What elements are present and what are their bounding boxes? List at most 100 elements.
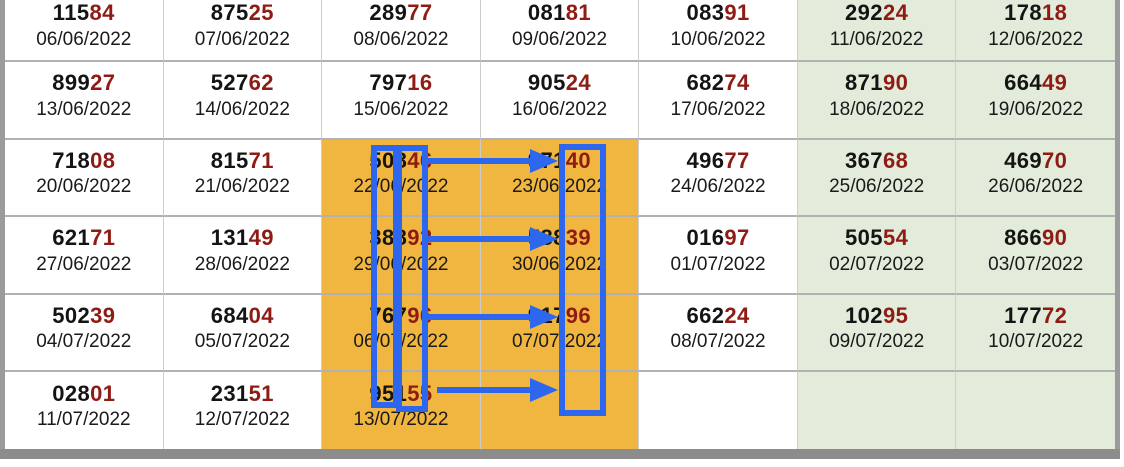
draw-date: 30/06/2022 bbox=[511, 253, 608, 275]
number-black-part: 505 bbox=[845, 225, 883, 251]
number-red-part: 70 bbox=[1042, 147, 1068, 173]
result-cell: 08181 09/06/2022 bbox=[480, 0, 640, 62]
number-black-part: 588 bbox=[527, 225, 566, 251]
result-cell: 50846 22/06/2022 bbox=[322, 140, 481, 217]
draw-date: 08/06/2022 bbox=[353, 28, 449, 50]
draw-number: 13149 bbox=[211, 226, 274, 250]
draw-date: 24/06/2022 bbox=[670, 176, 766, 198]
result-cell: 50554 02/07/2022 bbox=[797, 217, 957, 295]
result-cell: 46970 26/06/2022 bbox=[956, 140, 1115, 217]
result-cell: 36768 25/06/2022 bbox=[797, 140, 957, 217]
number-red-part: 49 bbox=[1042, 70, 1068, 96]
draw-date: 26/06/2022 bbox=[988, 176, 1084, 198]
draw-number: 89927 bbox=[52, 71, 115, 95]
number-red-part: 71 bbox=[90, 225, 116, 251]
draw-number: 87525 bbox=[211, 1, 274, 25]
draw-date: 10/07/2022 bbox=[988, 331, 1084, 353]
number-red-part: 71 bbox=[248, 147, 274, 173]
number-black-part: 177 bbox=[1004, 302, 1043, 328]
number-red-part: 90 bbox=[882, 70, 909, 96]
draw-number: 71808 bbox=[52, 147, 116, 173]
result-cell: 66224 08/07/2022 bbox=[639, 295, 798, 372]
draw-number: 29224 bbox=[845, 1, 908, 25]
number-black-part: 102 bbox=[845, 302, 883, 328]
result-cell: 79716 15/06/2022 bbox=[322, 62, 481, 140]
result-cell: 95155 13/07/2022 bbox=[322, 372, 481, 449]
draw-number: 91796 bbox=[527, 302, 591, 328]
draw-date: 04/07/2022 bbox=[36, 331, 132, 353]
result-cell: 87190 18/06/2022 bbox=[797, 62, 957, 140]
number-black-part: 718 bbox=[52, 147, 91, 173]
draw-number: 49677 bbox=[686, 147, 750, 173]
draw-date: 23/06/2022 bbox=[511, 176, 608, 198]
number-black-part: 684 bbox=[210, 302, 249, 328]
result-cell: 38892 29/06/2022 bbox=[322, 217, 481, 295]
draw-number: 87190 bbox=[845, 71, 908, 95]
number-red-part: 54 bbox=[882, 225, 909, 251]
result-cell: 28977 08/06/2022 bbox=[322, 0, 481, 62]
result-cell: 81571 21/06/2022 bbox=[163, 140, 323, 217]
draw-date: 13/07/2022 bbox=[353, 409, 449, 431]
number-red-part: 51 bbox=[248, 380, 274, 406]
number-black-part: 388 bbox=[369, 225, 408, 251]
number-red-part: 24 bbox=[724, 302, 750, 328]
number-black-part: 469 bbox=[1004, 147, 1043, 173]
number-black-part: 767 bbox=[369, 302, 408, 328]
number-red-part: 39 bbox=[90, 302, 116, 328]
number-red-part: 77 bbox=[724, 147, 750, 173]
number-red-part: 84 bbox=[89, 0, 115, 26]
number-red-part: 18 bbox=[1042, 0, 1068, 26]
number-red-part: 81 bbox=[565, 0, 592, 26]
draw-date: 01/07/2022 bbox=[670, 253, 766, 275]
number-red-part: 08 bbox=[90, 147, 116, 173]
draw-number: 66224 bbox=[686, 302, 750, 328]
draw-number: 08181 bbox=[528, 1, 591, 25]
number-black-part: 682 bbox=[686, 70, 725, 96]
draw-number: 97140 bbox=[528, 148, 591, 173]
number-red-part: 62 bbox=[248, 70, 274, 96]
number-black-part: 664 bbox=[1004, 70, 1043, 96]
number-black-part: 905 bbox=[527, 70, 566, 96]
result-cell: 02801 11/07/2022 bbox=[5, 372, 164, 449]
draw-number: 17818 bbox=[1004, 1, 1067, 25]
draw-number: 79716 bbox=[369, 71, 432, 95]
result-cell: 87525 07/06/2022 bbox=[163, 0, 323, 62]
number-red-part: 49 bbox=[248, 225, 274, 251]
draw-date: 28/06/2022 bbox=[194, 253, 290, 275]
number-black-part: 083 bbox=[686, 0, 725, 26]
draw-date: 25/06/2022 bbox=[829, 176, 925, 198]
number-red-part: 24 bbox=[565, 70, 592, 96]
result-cell: 90524 16/06/2022 bbox=[480, 62, 640, 140]
draw-date: 09/06/2022 bbox=[511, 28, 608, 50]
number-black-part: 081 bbox=[527, 0, 566, 26]
number-red-part: 16 bbox=[407, 70, 433, 96]
draw-number: 50846 bbox=[369, 148, 432, 173]
draw-number: 17772 bbox=[1004, 302, 1067, 328]
number-black-part: 797 bbox=[369, 70, 408, 96]
draw-date: 07/07/2022 bbox=[511, 331, 608, 353]
draw-date: 14/06/2022 bbox=[194, 98, 290, 120]
draw-number: 68274 bbox=[686, 71, 749, 95]
draw-number: 52762 bbox=[211, 71, 274, 95]
table-left-border bbox=[0, 0, 5, 449]
number-red-part: 68 bbox=[882, 147, 909, 173]
draw-date: 13/06/2022 bbox=[36, 98, 132, 120]
number-black-part: 028 bbox=[52, 380, 91, 406]
draw-number: 76796 bbox=[369, 302, 432, 328]
result-cell: 23151 12/07/2022 bbox=[163, 372, 323, 449]
number-black-part: 016 bbox=[686, 225, 725, 251]
number-black-part: 899 bbox=[52, 70, 91, 96]
draw-date: 15/06/2022 bbox=[353, 98, 449, 120]
draw-number: 28977 bbox=[369, 1, 432, 25]
result-cell: 11584 06/06/2022 bbox=[5, 0, 164, 62]
draw-number: 68404 bbox=[210, 302, 274, 328]
number-black-part: 289 bbox=[369, 0, 408, 26]
number-black-part: 621 bbox=[52, 225, 91, 251]
draw-date: 05/07/2022 bbox=[194, 331, 290, 353]
number-red-part: 74 bbox=[724, 70, 750, 96]
number-black-part: 917 bbox=[527, 302, 566, 328]
draw-date: 08/07/2022 bbox=[670, 331, 766, 353]
draw-number: 62171 bbox=[52, 226, 115, 250]
draw-date: 22/06/2022 bbox=[353, 176, 449, 198]
